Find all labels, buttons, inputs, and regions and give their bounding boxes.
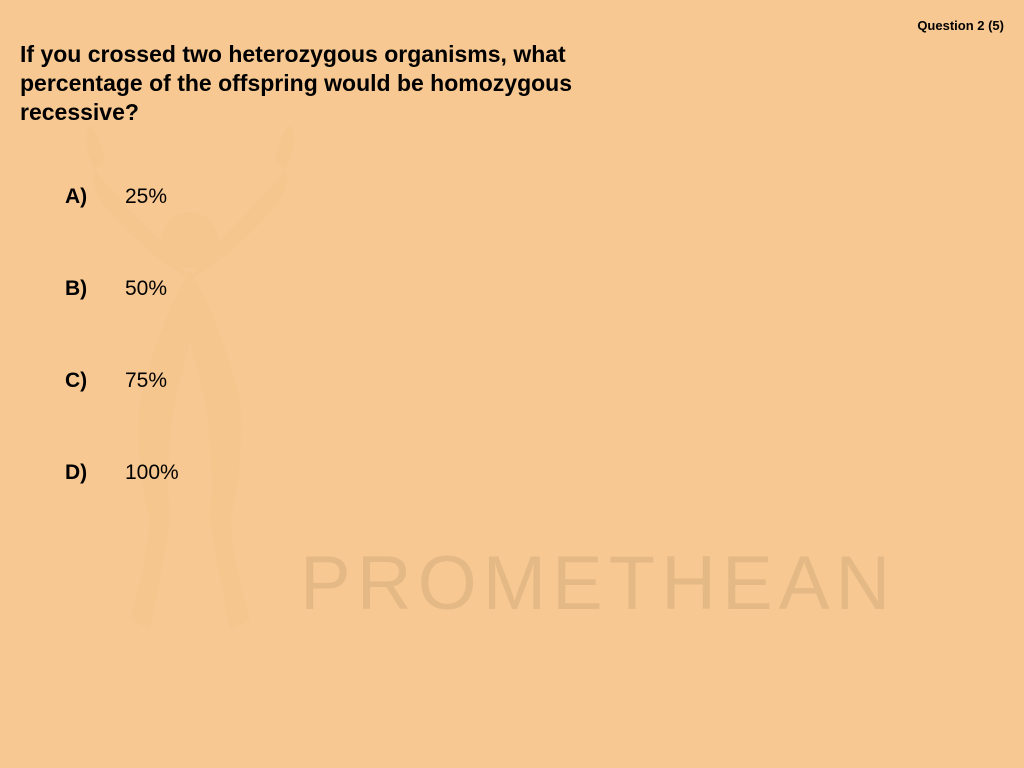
option-text: 75%: [125, 369, 167, 393]
question-number-label: Question 2 (5): [917, 18, 1004, 33]
option-a[interactable]: A) 25%: [65, 185, 179, 209]
option-letter: C): [65, 369, 125, 393]
options-list: A) 25% B) 50% C) 75% D) 100%: [65, 185, 179, 553]
question-prompt: If you crossed two heterozygous organism…: [20, 40, 600, 126]
option-letter: D): [65, 461, 125, 485]
option-text: 25%: [125, 185, 167, 209]
option-letter: B): [65, 277, 125, 301]
option-text: 50%: [125, 277, 167, 301]
option-letter: A): [65, 185, 125, 209]
option-b[interactable]: B) 50%: [65, 277, 179, 301]
option-text: 100%: [125, 461, 179, 485]
option-d[interactable]: D) 100%: [65, 461, 179, 485]
option-c[interactable]: C) 75%: [65, 369, 179, 393]
watermark-brand-text: PROMETHEAN: [300, 540, 896, 627]
